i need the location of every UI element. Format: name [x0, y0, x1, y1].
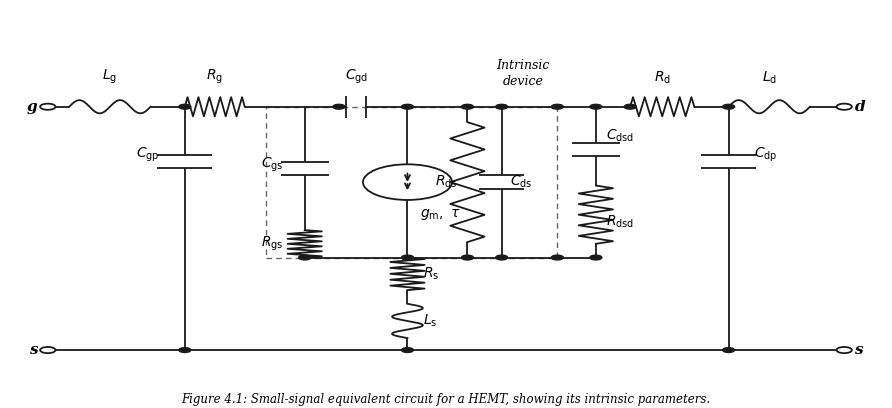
Text: $R_\mathrm{s}$: $R_\mathrm{s}$ — [423, 266, 439, 282]
Circle shape — [624, 104, 636, 109]
Text: $C_\mathrm{gp}$: $C_\mathrm{gp}$ — [136, 146, 159, 164]
Text: $C_\mathrm{gs}$: $C_\mathrm{gs}$ — [260, 156, 284, 174]
Text: d: d — [855, 100, 865, 114]
Text: $g_\mathrm{m},\ \tau$: $g_\mathrm{m},\ \tau$ — [420, 207, 461, 222]
Circle shape — [551, 255, 564, 260]
Circle shape — [723, 348, 735, 353]
Text: $L_\mathrm{g}$: $L_\mathrm{g}$ — [103, 68, 118, 86]
Text: $L_\mathrm{d}$: $L_\mathrm{d}$ — [762, 70, 777, 86]
Circle shape — [590, 255, 602, 260]
Circle shape — [837, 104, 852, 110]
Circle shape — [178, 348, 191, 353]
Circle shape — [401, 348, 414, 353]
Circle shape — [723, 104, 735, 109]
Circle shape — [837, 347, 852, 353]
Circle shape — [401, 104, 414, 109]
Text: s: s — [855, 343, 863, 357]
Text: $C_\mathrm{dp}$: $C_\mathrm{dp}$ — [755, 146, 778, 164]
Text: $C_\mathrm{dsd}$: $C_\mathrm{dsd}$ — [607, 128, 634, 144]
Text: $C_\mathrm{ds}$: $C_\mathrm{ds}$ — [510, 174, 533, 190]
Circle shape — [461, 104, 474, 109]
Text: $R_\mathrm{gs}$: $R_\mathrm{gs}$ — [260, 235, 284, 253]
Text: $R_\mathrm{d}$: $R_\mathrm{d}$ — [654, 70, 671, 86]
Circle shape — [590, 104, 602, 109]
Text: $R_\mathrm{dsd}$: $R_\mathrm{dsd}$ — [607, 213, 634, 230]
Circle shape — [40, 347, 55, 353]
Text: s: s — [29, 343, 37, 357]
Circle shape — [461, 255, 474, 260]
Text: $R_\mathrm{ds}$: $R_\mathrm{ds}$ — [434, 174, 457, 190]
Text: $R_\mathrm{g}$: $R_\mathrm{g}$ — [206, 68, 223, 86]
Circle shape — [551, 104, 564, 109]
Circle shape — [40, 104, 55, 110]
Circle shape — [496, 104, 508, 109]
Circle shape — [333, 104, 345, 109]
Text: g: g — [27, 100, 37, 114]
Text: Figure 4.1: Small-signal equivalent circuit for a HEMT, showing its intrinsic pa: Figure 4.1: Small-signal equivalent circ… — [181, 393, 711, 406]
Circle shape — [496, 255, 508, 260]
Circle shape — [401, 255, 414, 260]
Circle shape — [178, 104, 191, 109]
Text: $L_\mathrm{s}$: $L_\mathrm{s}$ — [423, 313, 437, 329]
Text: $C_\mathrm{gd}$: $C_\mathrm{gd}$ — [344, 68, 368, 86]
Text: Intrinsic
device: Intrinsic device — [496, 59, 549, 88]
Bar — [266, 107, 558, 257]
Circle shape — [299, 255, 310, 260]
